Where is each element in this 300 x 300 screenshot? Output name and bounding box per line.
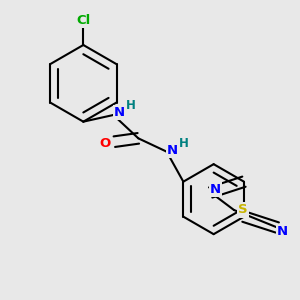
Text: N: N [167, 143, 178, 157]
Text: Cl: Cl [76, 14, 91, 27]
Text: N: N [277, 225, 288, 238]
Text: H: H [126, 99, 136, 112]
Text: N: N [210, 183, 221, 196]
Text: O: O [99, 137, 111, 150]
Text: N: N [114, 106, 125, 119]
Text: H: H [179, 137, 189, 150]
Text: S: S [238, 203, 248, 217]
